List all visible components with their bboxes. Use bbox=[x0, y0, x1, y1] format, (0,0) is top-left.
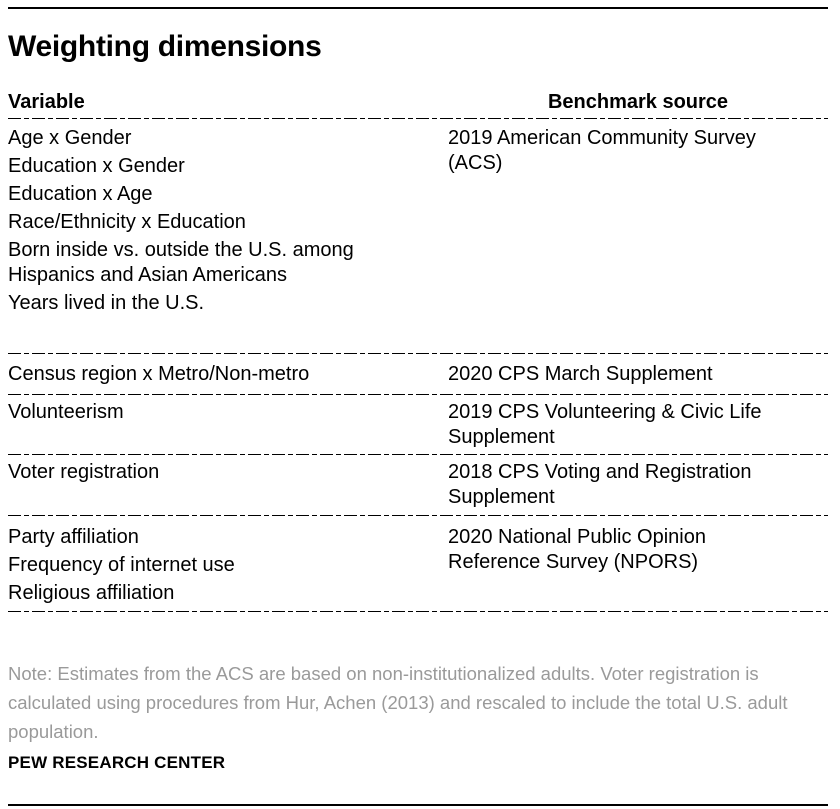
row-divider bbox=[8, 454, 828, 455]
variable-label: Age x Gender bbox=[8, 127, 132, 149]
variable-cell: Party affiliation Frequency of internet … bbox=[8, 525, 448, 606]
table-row-npors: Party affiliation Frequency of internet … bbox=[8, 516, 828, 611]
table-row-voter-registration: Voter registration 2018 CPS Voting and R… bbox=[8, 455, 828, 515]
row-divider bbox=[8, 353, 828, 354]
row-divider bbox=[8, 611, 828, 612]
benchmark-source-cell: 2019 CPS Volunteering & Civic Life Suppl… bbox=[448, 400, 828, 450]
variable-label: Party affiliation bbox=[8, 526, 139, 548]
variable-label: Race/Ethnicity x Education bbox=[8, 211, 246, 233]
header-divider bbox=[8, 118, 828, 119]
variable-label: Education x Age bbox=[8, 183, 153, 205]
table-note: Note: Estimates from the ACS are based o… bbox=[8, 663, 788, 742]
benchmark-source-cell: 2019 American Community Survey (ACS) bbox=[448, 126, 828, 316]
benchmark-source-label: 2019 American Community Survey (ACS) bbox=[448, 127, 756, 174]
benchmark-source-cell: 2020 CPS March Supplement bbox=[448, 362, 828, 387]
variable-cell: Volunteerism bbox=[8, 400, 448, 450]
table-row-volunteerism: Volunteerism 2019 CPS Volunteering & Civ… bbox=[8, 395, 828, 454]
variable-label: Education x Gender bbox=[8, 155, 185, 177]
benchmark-source-cell: 2018 CPS Voting and Registration Supplem… bbox=[448, 460, 828, 510]
variable-label: Voter registration bbox=[8, 461, 160, 483]
row-divider bbox=[8, 515, 828, 516]
weighting-dimensions-figure: Weighting dimensions Variable Benchmark … bbox=[0, 7, 830, 806]
variable-label: Years lived in the U.S. bbox=[8, 292, 205, 314]
variable-label: Census region x Metro/Non-metro bbox=[8, 363, 310, 385]
page-title: Weighting dimensions bbox=[8, 30, 322, 63]
variable-label: Volunteerism bbox=[8, 401, 124, 423]
variable-label: Born inside vs. outside the U.S. among H… bbox=[8, 239, 354, 286]
variable-label: Religious affiliation bbox=[8, 582, 175, 604]
column-header-variable: Variable bbox=[8, 91, 85, 113]
variable-cell: Age x Gender Education x Gender Educatio… bbox=[8, 126, 448, 316]
pew-research-center-label: PEW RESEARCH CENTER bbox=[8, 753, 226, 772]
table-row-census: Census region x Metro/Non-metro 2020 CPS… bbox=[8, 354, 828, 394]
column-header-benchmark-source: Benchmark source bbox=[547, 91, 729, 113]
variable-cell: Voter registration bbox=[8, 460, 448, 510]
bottom-rule bbox=[8, 804, 828, 806]
benchmark-source-label: 2019 CPS Volunteering & Civic Life Suppl… bbox=[448, 401, 762, 448]
benchmark-source-label: 2020 CPS March Supplement bbox=[448, 363, 713, 385]
top-rule bbox=[8, 7, 828, 9]
benchmark-source-label: 2020 National Public Opinion Reference S… bbox=[448, 526, 706, 573]
benchmark-source-cell: 2020 National Public Opinion Reference S… bbox=[448, 525, 828, 606]
benchmark-source-label: 2018 CPS Voting and Registration Supplem… bbox=[448, 461, 752, 508]
table-header-row: Variable Benchmark source bbox=[8, 92, 828, 118]
variable-label: Frequency of internet use bbox=[8, 554, 235, 576]
row-divider bbox=[8, 394, 828, 395]
table-row-acs: Age x Gender Education x Gender Educatio… bbox=[8, 119, 828, 353]
variable-cell: Census region x Metro/Non-metro bbox=[8, 362, 448, 387]
